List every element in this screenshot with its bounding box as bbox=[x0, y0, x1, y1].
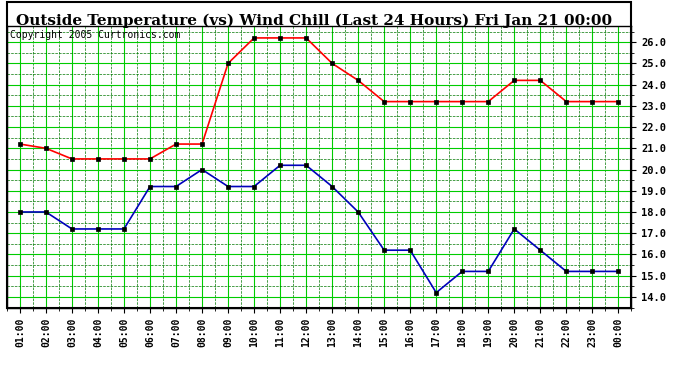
Text: Copyright 2005 Curtronics.com: Copyright 2005 Curtronics.com bbox=[10, 30, 180, 40]
Text: Outside Temperature (vs) Wind Chill (Last 24 Hours) Fri Jan 21 00:00: Outside Temperature (vs) Wind Chill (Las… bbox=[16, 13, 612, 27]
